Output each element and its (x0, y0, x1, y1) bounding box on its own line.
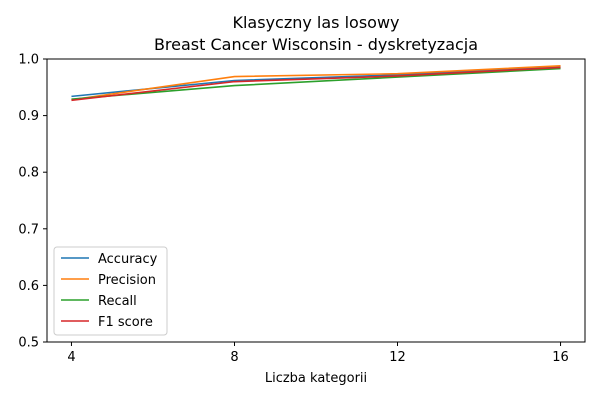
chart-subtitle: Breast Cancer Wisconsin - dyskretyzacja (154, 35, 478, 54)
x-tick-label: 12 (389, 350, 406, 365)
x-tick-label: 4 (67, 350, 75, 365)
legend-box (53, 246, 168, 336)
chart-title: Klasyczny las losowy (232, 13, 399, 32)
series-line-precision (71, 64, 561, 101)
legend-label: Accuracy (98, 252, 158, 267)
legend-label: F1 score (98, 315, 153, 330)
series-line-recall (71, 67, 561, 100)
y-tick-label: 1.0 (18, 53, 39, 68)
y-tick-label: 0.8 (18, 166, 39, 181)
series-line-f1-score (71, 66, 561, 102)
legend-label: Recall (98, 294, 137, 309)
y-tick-label: 0.7 (18, 222, 39, 237)
y-tick-label: 0.5 (18, 336, 39, 351)
y-tick-label: 0.9 (18, 109, 39, 124)
plot-frame (46, 58, 586, 343)
legend-label: Precision (98, 273, 156, 288)
legend: Accuracy Precision Recall F1 score (53, 246, 168, 336)
series-layer (71, 64, 561, 102)
y-axis-ticks: 0.5 0.6 0.7 0.8 0.9 1.0 (18, 53, 47, 351)
x-axis-label: Liczba kategorii (265, 371, 367, 386)
y-tick-label: 0.6 (18, 279, 39, 294)
x-tick-label: 16 (552, 350, 569, 365)
x-axis-ticks: 4 8 12 16 (67, 342, 569, 365)
x-tick-label: 8 (230, 350, 238, 365)
